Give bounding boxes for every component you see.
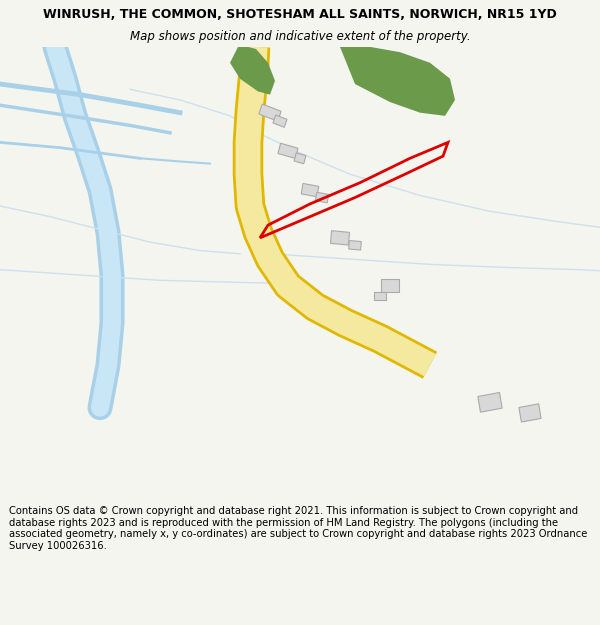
Polygon shape bbox=[316, 192, 329, 203]
Text: Contains OS data © Crown copyright and database right 2021. This information is : Contains OS data © Crown copyright and d… bbox=[9, 506, 587, 551]
Polygon shape bbox=[349, 241, 361, 250]
Polygon shape bbox=[278, 143, 298, 159]
Polygon shape bbox=[374, 292, 386, 301]
Text: Map shows position and indicative extent of the property.: Map shows position and indicative extent… bbox=[130, 30, 470, 43]
Text: WINRUSH, THE COMMON, SHOTESHAM ALL SAINTS, NORWICH, NR15 1YD: WINRUSH, THE COMMON, SHOTESHAM ALL SAINT… bbox=[43, 8, 557, 21]
Polygon shape bbox=[478, 392, 502, 412]
Polygon shape bbox=[301, 183, 319, 197]
Polygon shape bbox=[340, 47, 455, 116]
Polygon shape bbox=[331, 231, 349, 245]
Polygon shape bbox=[230, 47, 275, 94]
Polygon shape bbox=[273, 115, 287, 128]
Polygon shape bbox=[381, 279, 399, 292]
Polygon shape bbox=[259, 104, 281, 121]
Polygon shape bbox=[294, 152, 306, 164]
Polygon shape bbox=[519, 404, 541, 422]
